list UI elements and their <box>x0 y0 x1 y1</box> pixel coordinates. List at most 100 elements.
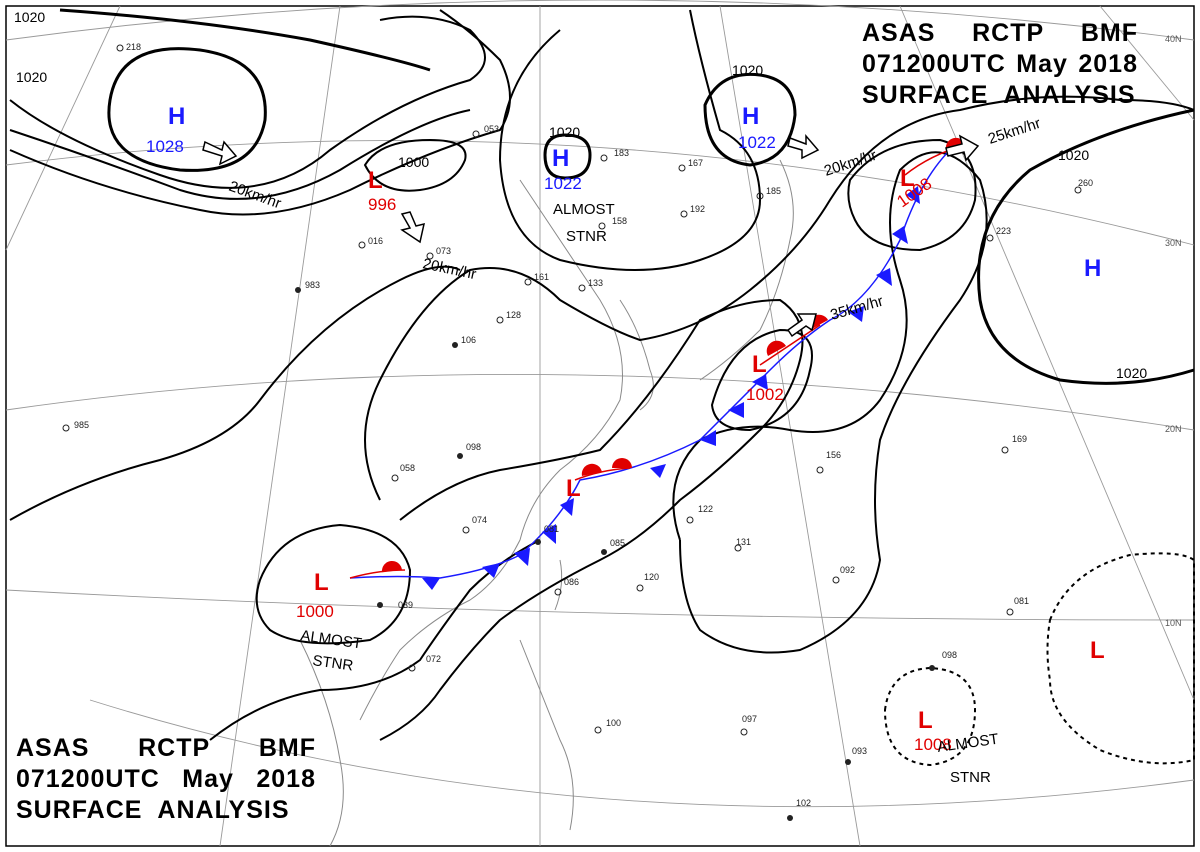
coastlines <box>299 159 794 847</box>
cold-triangle <box>560 498 574 516</box>
lat-line-10 <box>5 589 1195 621</box>
station-plot: 093 <box>845 746 867 765</box>
station-plot: 223 <box>986 226 1011 242</box>
isobar-label: 1020 <box>16 69 47 85</box>
cold-triangle <box>514 548 530 566</box>
isobar-label: 1020 <box>14 9 45 25</box>
latitude-label: 40N <box>1165 34 1182 44</box>
high-letter: H <box>742 103 759 130</box>
motion-arrow-ne-high-icon <box>787 133 820 160</box>
warm-semicircle <box>766 340 786 356</box>
station-pressure: 016 <box>368 236 383 246</box>
station-plot: 192 <box>680 204 705 218</box>
valid-year: 2018 <box>256 765 316 793</box>
motion-labels: 20km/hr 20km/hr 20km/hr 25km/hr 35km/hr <box>227 115 1043 324</box>
cold-triangle <box>650 464 666 478</box>
isobar-central-high <box>498 9 762 271</box>
station-plot: 097 <box>740 714 757 736</box>
station-plot: 260 <box>1074 178 1093 194</box>
stationary-labels: ALMOST STNR ALMOST STNR ALMOST STNR <box>299 201 999 786</box>
stationary-label: ALMOST <box>299 627 362 652</box>
stationary-label: STNR <box>566 228 607 245</box>
motion-speed-label: 20km/hr <box>227 178 284 213</box>
station-plot: 106 <box>452 335 476 348</box>
isobar-dashed-se <box>1046 552 1195 765</box>
cold-triangle <box>422 578 440 590</box>
warm-semicircle <box>381 560 402 572</box>
station-pressure: 085 <box>610 538 625 548</box>
low-letter: L <box>918 707 933 734</box>
low-pressure-value: 1000 <box>296 602 334 621</box>
isobar-north-a <box>9 15 486 189</box>
valid-time: 071200UTC <box>862 50 1006 78</box>
title-row-source: ASAS RCTP BMF <box>16 733 316 764</box>
title-row-time: 071200UTC May 2018 <box>16 764 316 795</box>
station-plot: 092 <box>832 565 855 584</box>
valid-month: May <box>182 765 234 793</box>
station-plot: 161 <box>524 272 549 286</box>
station-pressure: 223 <box>996 226 1011 236</box>
isobars <box>9 8 1195 741</box>
lat-line-20 <box>5 374 1195 431</box>
chart-type: SURFACE ANALYSIS <box>16 796 290 824</box>
low-pressure-value: 1002 <box>746 385 784 404</box>
pressure-systems: H 1028 H 1022 H 1022 H L 996 L 1008 L 10… <box>146 103 1105 754</box>
stationary-label: STNR <box>311 652 354 675</box>
station-pressure: 983 <box>305 280 320 290</box>
station-plot: 102 <box>787 798 811 821</box>
station-plot: 185 <box>756 186 781 200</box>
station-pressure: 081 <box>1014 596 1029 606</box>
station-pressure: 081 <box>544 524 559 534</box>
motion-arrow-japan-icon <box>786 313 817 338</box>
low-letter: L <box>368 167 383 194</box>
station-pressure: 097 <box>742 714 757 724</box>
station-pressure: 073 <box>436 246 451 256</box>
latitude-label: 10N <box>1165 618 1182 628</box>
isobar-label: 1020 <box>732 62 763 78</box>
station-plot: 169 <box>1001 434 1027 454</box>
station-pressure: 072 <box>426 654 441 664</box>
station-plots: 218 983 016 073 128 106 161 133 156 169 … <box>62 42 1093 821</box>
motion-arrow-nw-icon <box>202 140 238 166</box>
warm-front-segment <box>349 144 966 579</box>
valid-time: 071200UTC <box>16 765 160 793</box>
station-plot: 133 <box>578 278 603 292</box>
station-pressure: 039 <box>398 600 413 610</box>
station-plot: 072 <box>408 654 441 672</box>
low-pressure-value: 1008 <box>914 735 952 754</box>
title-row-type: SURFACE ANALYSIS <box>16 795 316 826</box>
coast-philippines <box>519 639 574 831</box>
isobar-south-loop <box>672 151 988 654</box>
high-letter: H <box>168 103 185 130</box>
isobar-north-c <box>9 9 511 216</box>
lat-line-30 <box>5 140 1195 246</box>
station-plot: 074 <box>462 515 487 534</box>
motion-arrow-ne-low-icon <box>945 134 980 162</box>
title-row-source: ASAS RCTP BMF <box>862 18 1138 49</box>
station-plot: 128 <box>496 310 521 324</box>
office-code: BMF <box>258 734 316 762</box>
station-plot: 081 <box>535 524 559 545</box>
lon-line-4 <box>719 5 861 847</box>
isobar-mid-a <box>364 95 1195 501</box>
station-plot: 058 <box>391 463 415 482</box>
isobar-labels: 1020 1020 1020 1020 1020 1020 1000 <box>14 9 1147 381</box>
cold-triangle <box>542 524 556 544</box>
low-letter: L <box>314 569 329 596</box>
station-plot: 156 <box>816 450 841 474</box>
station-pressure: 156 <box>826 450 841 460</box>
cold-triangle <box>848 306 864 322</box>
isobar-japan-low <box>710 328 813 432</box>
cold-triangle <box>700 430 716 446</box>
station-plot: 183 <box>600 148 629 162</box>
latitude-label: 30N <box>1165 238 1182 248</box>
isobar-ne-high <box>703 72 797 167</box>
isobar-1020-upper <box>59 8 431 72</box>
fronts <box>349 137 966 590</box>
station-pressure: 122 <box>698 504 713 514</box>
low-letter: L <box>1090 637 1105 664</box>
station-pressure: 169 <box>1012 434 1027 444</box>
station-pressure: 133 <box>588 278 603 288</box>
station-pressure: 100 <box>606 718 621 728</box>
coast-japan <box>699 159 794 381</box>
